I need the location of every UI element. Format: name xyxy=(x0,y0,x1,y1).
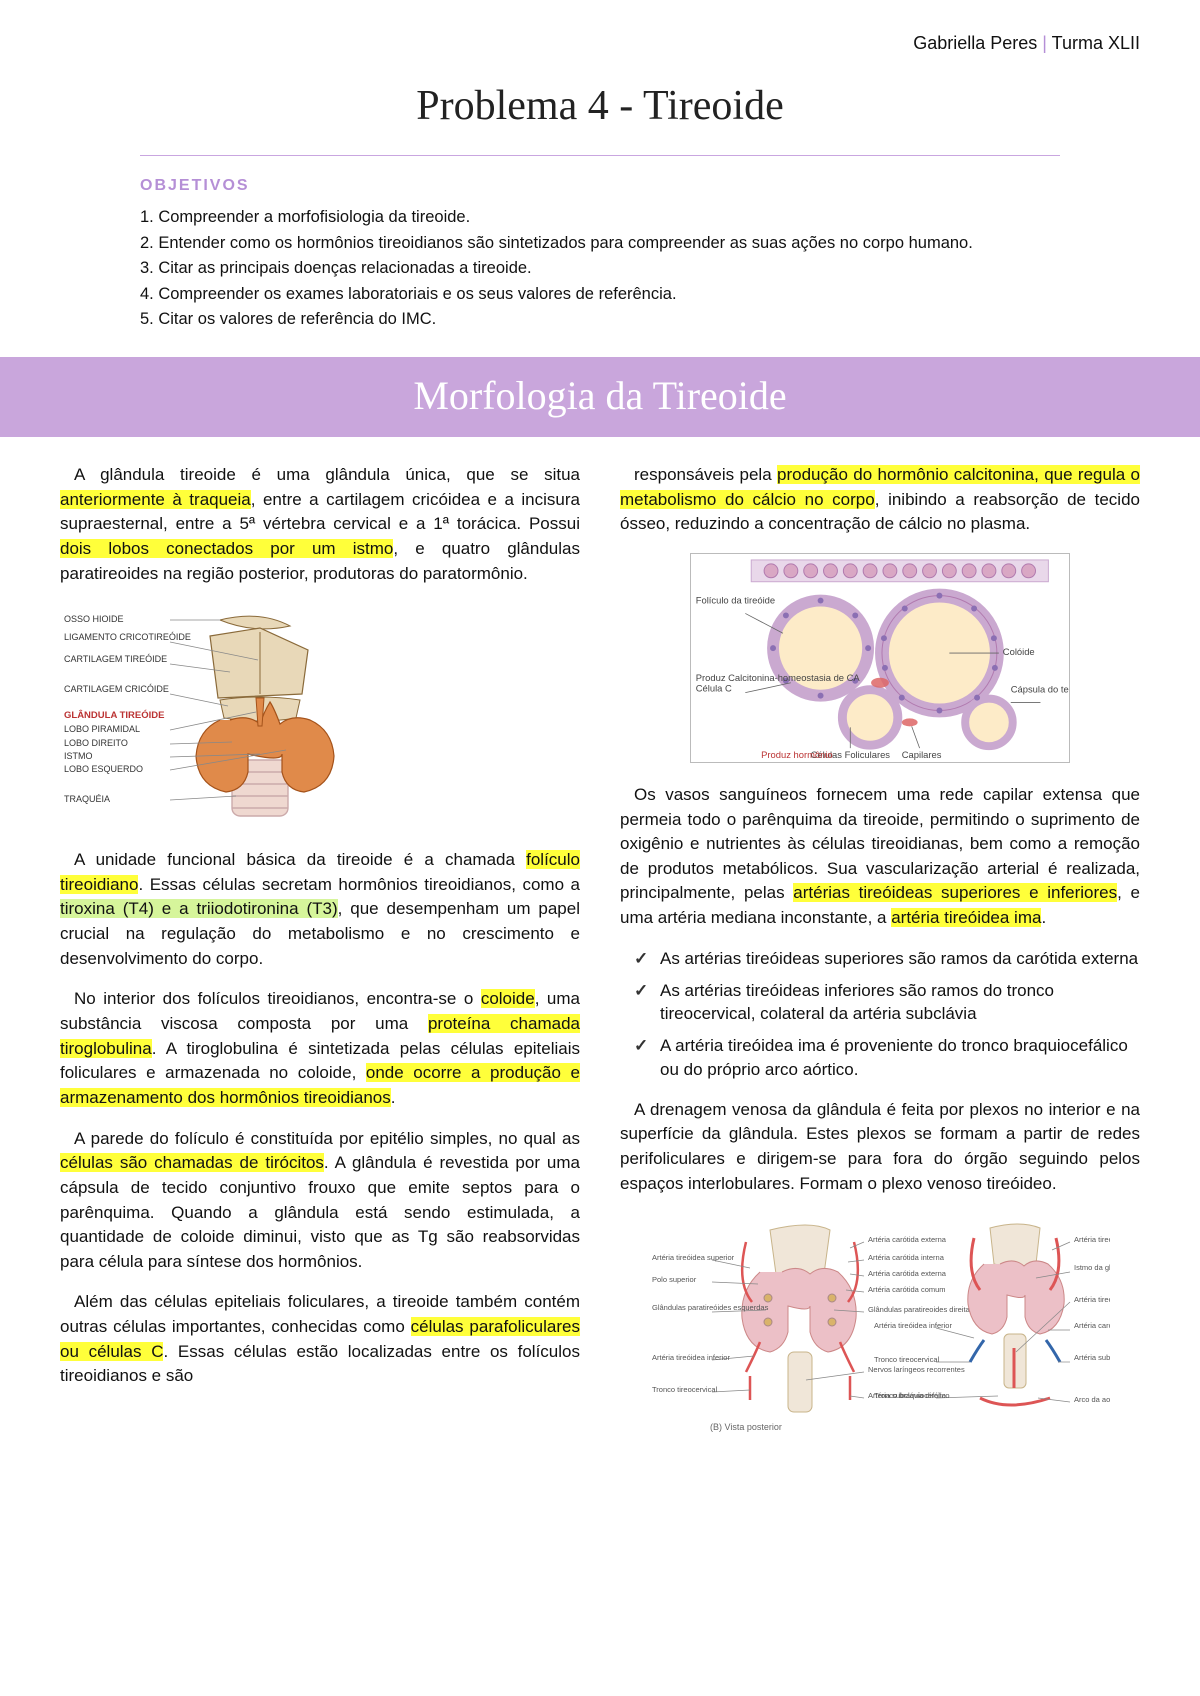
fig1-title: GLÂNDULA TIREÓIDE xyxy=(64,709,164,721)
artery-list: As artérias tireóideas superiores são ra… xyxy=(634,947,1140,1082)
paragraph: responsáveis pela produção do hormônio c… xyxy=(620,463,1140,537)
separator: | xyxy=(1042,33,1047,53)
fig1-label: OSSO HIOIDE xyxy=(64,614,124,624)
list-item: A artéria tireóidea ima é proveniente do… xyxy=(634,1034,1140,1082)
paragraph: A glândula tireoide é uma glândula única… xyxy=(60,463,580,586)
fig1-label: ISTMO xyxy=(64,751,93,761)
fig2-label: Colóide xyxy=(1003,646,1035,657)
left-column: A glândula tireoide é uma glândula única… xyxy=(60,463,580,1442)
objectives-heading: OBJETIVOS xyxy=(140,174,1060,197)
text: No interior dos folículos tireoidianos, … xyxy=(74,989,481,1008)
follicle-histology-figure: Folículo da tireóide Produz Calcitonina-… xyxy=(690,553,1070,763)
objectives-section: OBJETIVOS 1. Compreender a morfofisiolog… xyxy=(60,174,1140,333)
fig3-label: Artéria carótida externa xyxy=(868,1269,947,1278)
right-column: responsáveis pela produção do hormônio c… xyxy=(620,463,1140,1442)
paragraph: A parede do folículo é constituída por e… xyxy=(60,1127,580,1275)
divider xyxy=(140,155,1060,156)
thyroid-anatomy-figure: OSSO HIOIDE LIGAMENTO CRICOTIREÓIDE CART… xyxy=(60,602,580,832)
list-item: As artérias tireóideas inferiores são ra… xyxy=(634,979,1140,1027)
list-item: As artérias tireóideas superiores são ra… xyxy=(634,947,1140,971)
text: responsáveis pela xyxy=(634,465,777,484)
highlight: dois lobos conectados por um istmo xyxy=(60,539,393,558)
text: . xyxy=(391,1088,396,1107)
page-title: Problema 4 - Tireoide xyxy=(60,76,1140,137)
class: Turma XLII xyxy=(1052,33,1140,53)
fig3-label: Tronco tireocervical xyxy=(652,1385,717,1394)
fig3-label: Artéria subclávia esquerda xyxy=(1074,1353,1110,1362)
header: Gabriella Peres | Turma XLII xyxy=(60,30,1140,56)
fig2-label: Cápsula do tecido conectivo xyxy=(1011,684,1070,695)
fig3-label: Tronco braquiocefálico xyxy=(874,1391,950,1400)
fig1-label: LOBO ESQUERDO xyxy=(64,764,143,774)
fig3-label: Nervos laríngeos recorrentes xyxy=(868,1365,965,1374)
paragraph: A unidade funcional básica da tireoide é… xyxy=(60,848,580,971)
fig3-label: Artéria tireóidea superior xyxy=(652,1253,735,1262)
fig3-label: Istmo da glândula tireóide xyxy=(1074,1263,1110,1272)
fig1-label: LIGAMENTO CRICOTIREÓIDE xyxy=(64,632,191,642)
highlight: células são chamadas de tirócitos xyxy=(60,1153,324,1172)
text: A glândula tireoide é uma glândula única… xyxy=(74,465,580,484)
fig3-label: Artéria tireóidea inferior xyxy=(652,1353,730,1362)
fig1-label: TRAQUÉIA xyxy=(64,794,110,804)
fig2-label: Produz hormônio xyxy=(761,749,833,760)
paragraph: No interior dos folículos tireoidianos, … xyxy=(60,987,580,1110)
vascularization-figure: Artéria tireóidea superior Polo superior… xyxy=(650,1212,1110,1442)
highlight: artérias tireóideas superiores e inferio… xyxy=(793,883,1117,902)
fig2-label: Capilares xyxy=(902,749,942,760)
highlight-green: tiroxina (T4) e a triiodotironina (T3) xyxy=(60,899,338,918)
text: A parede do folículo é constituída por e… xyxy=(74,1129,580,1148)
paragraph: A drenagem venosa da glândula é feita po… xyxy=(620,1098,1140,1197)
fig3-label: Polo superior xyxy=(652,1275,697,1284)
fig1-label: CARTILAGEM TIREÓIDE xyxy=(64,654,167,664)
text: . Essas células secretam hormônios tireo… xyxy=(138,875,580,894)
fig3-label: Artéria carótida interna xyxy=(868,1253,945,1262)
fig3-label: Artéria tireóidea inferior xyxy=(874,1321,952,1330)
fig1-label: LOBO PIRAMIDAL xyxy=(64,724,140,734)
text: . xyxy=(1041,908,1046,927)
objective-item: 4. Compreender os exames laboratoriais e… xyxy=(140,282,1060,308)
fig1-label: LOBO DIREITO xyxy=(64,738,128,748)
objective-item: 2. Entender como os hormônios tireoidian… xyxy=(140,231,1060,257)
fig3-label: Artéria carótida comum xyxy=(868,1285,946,1294)
fig3-label: Glândulas paratireoides direitas xyxy=(868,1305,974,1314)
author: Gabriella Peres xyxy=(913,33,1037,53)
fig1-label: CARTILAGEM CRICÓIDE xyxy=(64,684,169,694)
highlight: coloide xyxy=(481,989,535,1008)
fig3-label: Artéria tireóidea ima xyxy=(1074,1295,1110,1304)
objectives-list: 1. Compreender a morfofisiologia da tire… xyxy=(140,205,1060,333)
fig3-label: Glândulas paratireóides esquerdas xyxy=(652,1303,769,1312)
highlight: artéria tireóidea ima xyxy=(891,908,1041,927)
text: A unidade funcional básica da tireoide é… xyxy=(74,850,526,869)
paragraph: Além das células epiteliais foliculares,… xyxy=(60,1290,580,1389)
fig3-label: Artéria carótida comum esquerda xyxy=(1074,1321,1110,1330)
objective-item: 5. Citar os valores de referência do IMC… xyxy=(140,307,1060,333)
fig3-label: Tronco tireocervical xyxy=(874,1355,939,1364)
section-banner: Morfologia da Tireoide xyxy=(0,357,1200,437)
objective-item: 1. Compreender a morfofisiologia da tire… xyxy=(140,205,1060,231)
fig3-label: Artéria carótida externa xyxy=(868,1235,947,1244)
highlight: anteriormente à traqueia xyxy=(60,490,251,509)
fig3-label: Artéria tireóidea superior xyxy=(1074,1235,1110,1244)
fig2-label: Folículo da tireóide xyxy=(696,594,775,605)
objective-item: 3. Citar as principais doenças relaciona… xyxy=(140,256,1060,282)
paragraph: Os vasos sanguíneos fornecem uma rede ca… xyxy=(620,783,1140,931)
fig3-label: Arco da aorta xyxy=(1074,1395,1110,1404)
fig3-caption: (B) Vista posterior xyxy=(710,1422,782,1432)
